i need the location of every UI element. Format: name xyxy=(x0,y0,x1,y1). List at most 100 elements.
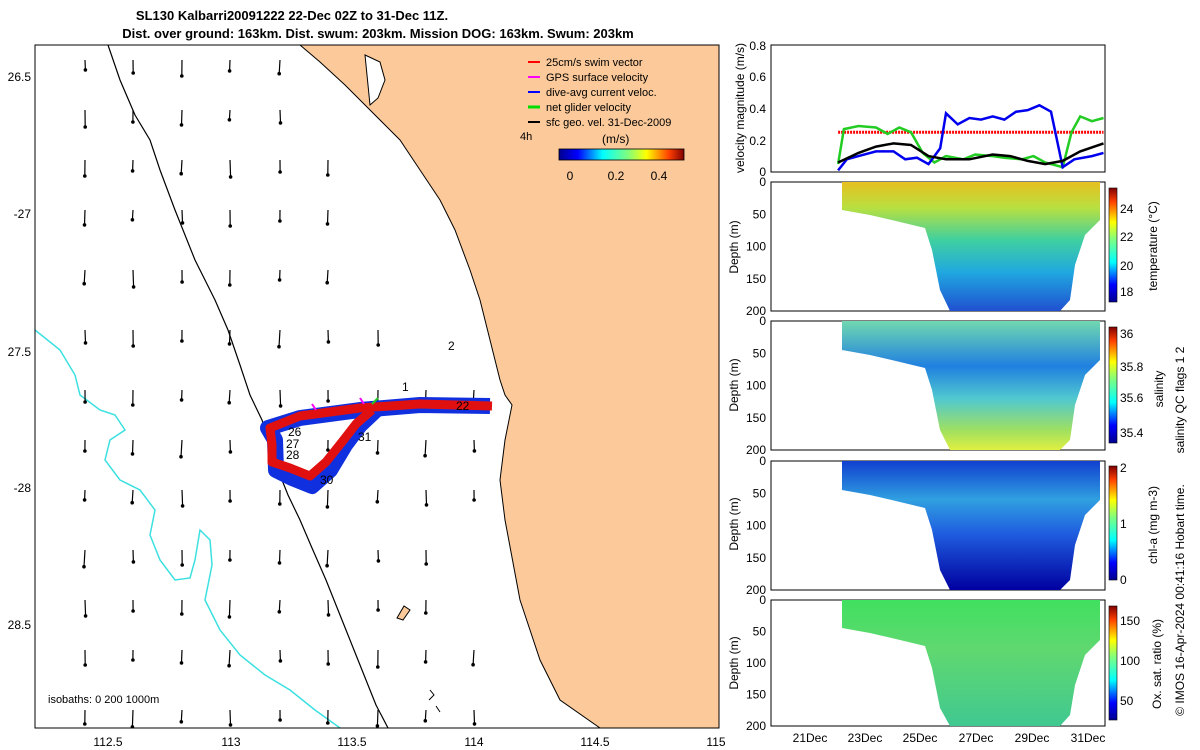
legend-sfc: sfc geo. vel. 31-Dec-2009 xyxy=(546,117,671,129)
current-arrow-head xyxy=(131,560,136,564)
depth-tick-3-50: 50 xyxy=(753,625,767,639)
current-arrow xyxy=(228,599,231,617)
current-arrow-head xyxy=(83,722,87,726)
vel-ytick-0.8: 0.8 xyxy=(749,39,766,53)
chl-field xyxy=(842,461,1100,590)
day-label-26: 26 xyxy=(288,425,302,439)
current-arrow-head xyxy=(227,400,231,405)
current-arrow-head xyxy=(227,69,232,73)
current-arrow-head xyxy=(130,725,135,728)
current-arrow xyxy=(278,549,281,563)
current-arrow-head xyxy=(325,563,329,568)
current-arrow-head xyxy=(376,665,380,669)
current-arrow-head xyxy=(424,611,428,615)
current-arrow-head xyxy=(278,502,282,506)
land-mass xyxy=(299,45,719,728)
depth-tick-0-150: 150 xyxy=(746,272,766,286)
current-arrow xyxy=(181,489,184,506)
track-gps xyxy=(311,397,365,411)
current-arrow-head xyxy=(375,451,380,455)
day-label-31: 31 xyxy=(358,430,372,444)
islet xyxy=(396,605,411,621)
coast-island xyxy=(364,54,386,107)
current-arrow-head xyxy=(179,398,184,402)
current-arrow-head xyxy=(83,400,87,404)
oxygen-ylabel: Depth (m) xyxy=(727,636,741,689)
vel-ytick-0.4: 0.4 xyxy=(749,102,766,116)
current-arrow-head xyxy=(472,498,476,502)
current-arrow-head xyxy=(375,500,380,504)
depth-tick-2-100: 100 xyxy=(746,519,766,533)
velocity-series-dive-avg-current xyxy=(837,103,1104,172)
current-arrow-head xyxy=(326,173,330,177)
current-arrow xyxy=(180,439,183,457)
map-ytick-28: -28 xyxy=(14,481,32,495)
depth-tick-1-200: 200 xyxy=(746,443,766,457)
current-arrow-head xyxy=(180,74,184,78)
day-label-22: 22 xyxy=(456,399,470,413)
chl-cbar-1: 1 xyxy=(1120,517,1127,531)
current-arrow-head xyxy=(326,721,330,725)
temperature-colorbar xyxy=(1108,187,1118,303)
vel-ytick-0: 0 xyxy=(759,165,766,179)
current-arrow xyxy=(83,269,86,284)
current-arrow-head xyxy=(83,174,87,178)
current-arrow-head xyxy=(228,558,232,562)
depth-tick-2-150: 150 xyxy=(746,551,766,565)
current-arrow-head xyxy=(424,503,429,507)
current-arrow-head xyxy=(423,660,428,664)
day-label-30: 30 xyxy=(320,473,334,487)
temperature-cbar-20: 20 xyxy=(1120,259,1134,273)
map-ytick-27: -27 xyxy=(14,207,32,221)
legend-net: net glider velocity xyxy=(546,102,631,114)
current-arrow-head xyxy=(82,498,87,502)
current-arrow xyxy=(424,709,427,721)
current-arrow xyxy=(228,389,231,403)
current-arrow-head xyxy=(228,723,233,727)
current-arrow-head xyxy=(375,724,380,728)
salinity-ylabel: Depth (m) xyxy=(727,358,741,411)
current-arrow-head xyxy=(131,403,135,407)
current-arrow-head xyxy=(423,453,427,458)
map-x-axis: 112.5 113 113.5 114 114.5 115 xyxy=(93,735,725,749)
oxygen-panel: Depth (m) Ox. sat. ratio (%) 50 100 150 xyxy=(727,599,1164,727)
profile-panels: Depth (m) temperature (°C) 18 20 22 24 D… xyxy=(727,175,1166,733)
current-arrow-head xyxy=(83,614,88,618)
current-arrow-head xyxy=(131,344,135,348)
current-arrow-head xyxy=(326,613,331,617)
day-label-1: 1 xyxy=(402,380,409,394)
map-ytick-26.5: 26.5 xyxy=(8,70,32,84)
current-arrow xyxy=(376,489,379,502)
current-arrow xyxy=(131,709,134,727)
current-arrow xyxy=(327,599,330,615)
current-arrow-head xyxy=(179,454,183,459)
current-arrow xyxy=(229,159,232,177)
current-arrow-head xyxy=(131,285,136,289)
date-axis: 21Dec 23Dec 25Dec 27Dec 29Dec 31Dec xyxy=(793,731,1106,745)
current-arrow-head xyxy=(326,662,331,666)
colorbar-label: (m/s) xyxy=(602,132,629,146)
current-arrow xyxy=(376,439,379,453)
day-label-2: 2 xyxy=(448,339,455,353)
current-arrow-head xyxy=(277,71,282,76)
current-arrow-head xyxy=(376,608,380,612)
current-arrow-head xyxy=(424,562,429,566)
depth-ticks: 0501001502000501001502000501001502000501… xyxy=(746,175,766,733)
chl-colorbar xyxy=(1108,465,1118,581)
map-xtick-114.5: 114.5 xyxy=(580,735,609,749)
current-arrow-head xyxy=(83,341,88,345)
track-swim xyxy=(265,399,493,481)
velocity-series-net-glider xyxy=(836,114,1104,169)
current-arrow xyxy=(326,269,329,283)
depth-tick-0-0: 0 xyxy=(759,175,766,189)
salinity-panel: Depth (m) salinity 35.4 35.6 35.8 36 xyxy=(727,320,1166,451)
current-arrow-head xyxy=(228,175,233,179)
legend-swim: 25cm/s swim vector xyxy=(546,57,643,69)
legend-time: 4h xyxy=(520,131,532,143)
current-arrow-head xyxy=(278,404,283,408)
current-arrow-head xyxy=(278,121,283,125)
current-arrow xyxy=(180,109,183,125)
current-arrow xyxy=(278,329,281,347)
salinity-colorbar xyxy=(1108,326,1118,444)
current-arrow-head xyxy=(325,280,330,285)
